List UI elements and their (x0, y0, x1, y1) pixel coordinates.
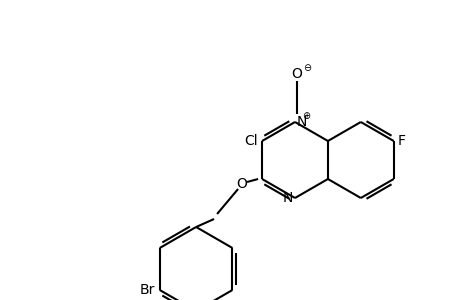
Text: F: F (397, 134, 405, 148)
Text: ⊖: ⊖ (302, 63, 310, 73)
Text: Br: Br (139, 283, 154, 297)
Text: N: N (282, 191, 292, 205)
Text: ⊕: ⊕ (301, 111, 309, 121)
Text: O: O (291, 67, 302, 81)
Text: Cl: Cl (244, 134, 257, 148)
Text: N: N (297, 115, 307, 129)
Text: O: O (236, 177, 247, 191)
